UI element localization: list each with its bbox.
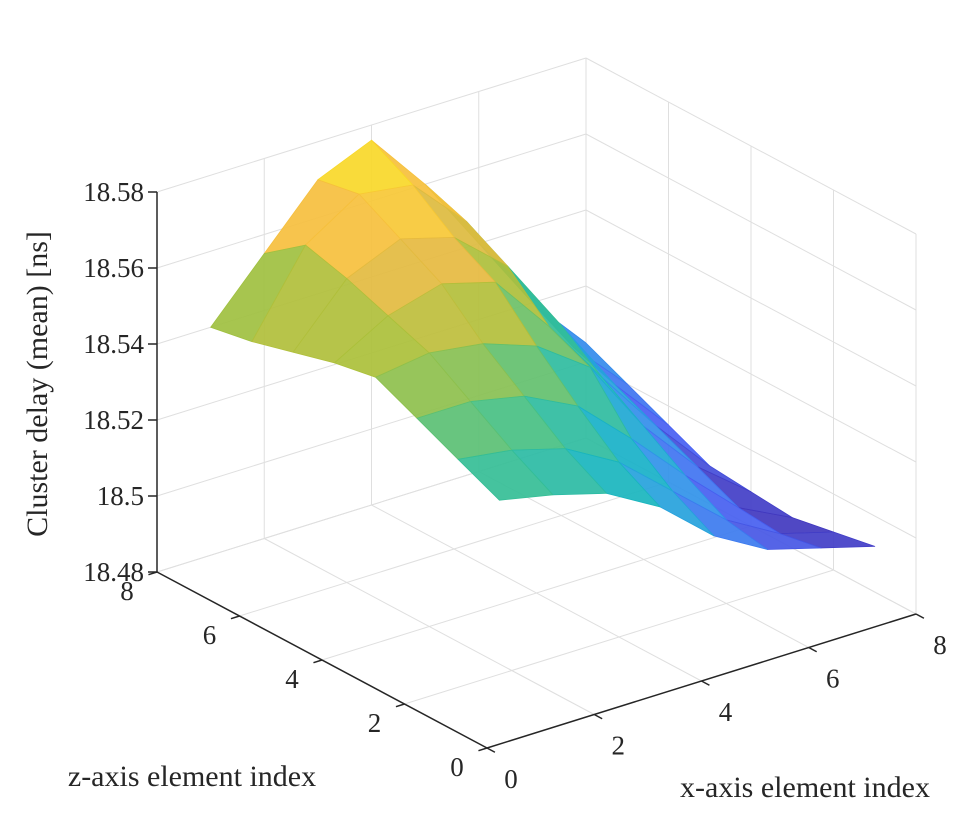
grid-line: [585, 285, 917, 463]
surface-patch: [457, 449, 554, 501]
z-tick-label: 18.52: [83, 405, 144, 435]
axis-lines: [148, 191, 925, 753]
x-axis-label: x-axis element index: [680, 771, 930, 804]
surface-mesh: [210, 139, 876, 550]
z-tick-label: 18.56: [83, 253, 144, 283]
z-tick-label: 18.48: [83, 557, 144, 587]
grid-line: [585, 57, 917, 235]
y-tick-label: 8: [120, 576, 134, 606]
x-tick-mark: [701, 680, 710, 686]
grid-line: [585, 361, 917, 539]
y-tick-mark: [478, 747, 488, 752]
grid-line: [585, 133, 917, 311]
z-tick-label: 18.58: [83, 177, 144, 207]
z-tick-label: 18.54: [83, 329, 144, 359]
grid-line: [156, 57, 587, 193]
x-tick-label: 8: [933, 630, 947, 660]
grid-line: [585, 209, 917, 387]
x-tick-label: 4: [719, 697, 733, 727]
x-tick-mark: [915, 613, 925, 619]
x-tick-mark: [808, 646, 818, 653]
x-tick-label: 6: [826, 664, 840, 694]
y-tick-mark: [395, 703, 405, 708]
y-axis-label: z-axis element index: [68, 760, 316, 793]
y-tick-mark: [313, 659, 323, 664]
y-tick-mark: [230, 615, 240, 620]
z-axis-label: Cluster delay (mean) [ns]: [21, 231, 54, 537]
x-tick-label: 2: [612, 731, 626, 761]
x-tick-mark: [486, 747, 496, 753]
y-tick-label: 0: [450, 752, 464, 782]
x-tick-label: 0: [504, 764, 518, 794]
grid-line: [321, 525, 752, 661]
y-tick-label: 4: [285, 664, 299, 694]
x-tick-mark: [593, 713, 603, 720]
y-tick-label: 6: [203, 620, 217, 650]
grid-line: [404, 569, 834, 705]
z-tick-label: 18.5: [97, 481, 144, 511]
y-tick-label: 2: [368, 708, 382, 738]
grid-line: [239, 481, 669, 617]
